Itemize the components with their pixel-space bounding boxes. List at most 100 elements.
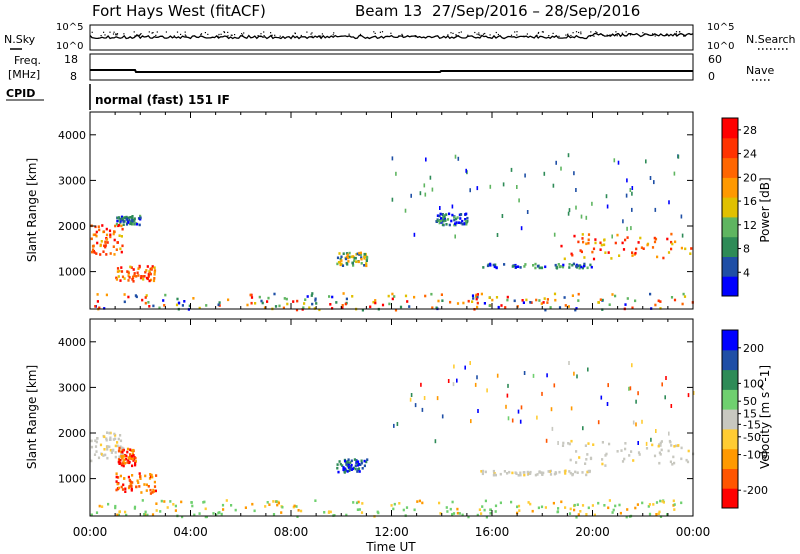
echo-cell bbox=[263, 306, 267, 309]
echo-cell bbox=[585, 215, 588, 220]
echo-cell bbox=[102, 230, 106, 233]
echo-cell bbox=[660, 440, 663, 443]
echo-cell bbox=[687, 393, 690, 398]
colorbar-tick-label: 200 bbox=[743, 342, 764, 355]
echo-cell bbox=[532, 373, 535, 378]
echo-cell bbox=[114, 506, 117, 510]
echo-cell bbox=[90, 439, 93, 443]
echo-cell bbox=[295, 308, 299, 312]
echo-cell bbox=[143, 483, 146, 486]
echo-cell bbox=[336, 463, 339, 466]
time-tick-label: 00:00 bbox=[676, 525, 711, 539]
echo-cell bbox=[96, 437, 99, 440]
echo-cell bbox=[576, 503, 579, 506]
echo-cell bbox=[153, 480, 156, 484]
echo-cell bbox=[350, 463, 353, 467]
echo-cell bbox=[570, 439, 573, 443]
beam-label: Beam 13 bbox=[355, 2, 422, 20]
echo-cell bbox=[114, 437, 117, 441]
noise-search-dot bbox=[526, 33, 528, 35]
echo-cell bbox=[687, 449, 690, 453]
echo-cell bbox=[361, 502, 364, 505]
echo-cell bbox=[531, 509, 534, 513]
noise-search-dot bbox=[482, 33, 485, 35]
echo-cell bbox=[587, 233, 591, 236]
echo-cell bbox=[114, 224, 117, 228]
echo-cell bbox=[357, 463, 361, 466]
echo-cell bbox=[572, 262, 575, 266]
noise-search-dot bbox=[455, 35, 457, 37]
echo-cell bbox=[567, 305, 570, 308]
echo-cell bbox=[347, 466, 350, 469]
echo-cell bbox=[94, 225, 97, 229]
noise-left-tick-top: 10^5 bbox=[56, 22, 83, 33]
colorbar-tick-label: 100 bbox=[743, 377, 764, 390]
echo-cell bbox=[358, 251, 361, 255]
echo-cell bbox=[172, 503, 175, 506]
echo-cell bbox=[467, 515, 470, 519]
noise-search-dot bbox=[218, 33, 220, 36]
echo-cell bbox=[148, 477, 152, 480]
echo-cell bbox=[614, 294, 617, 298]
echo-cell bbox=[120, 224, 123, 228]
echo-cell bbox=[657, 299, 660, 303]
echo-cell bbox=[145, 276, 149, 280]
cpid-text: normal (fast) 151 IF bbox=[95, 93, 230, 107]
echo-cell bbox=[297, 509, 300, 512]
echo-cell bbox=[351, 261, 354, 265]
echo-cell bbox=[340, 255, 343, 259]
echo-cell bbox=[674, 444, 678, 448]
noise-search-dot bbox=[675, 31, 678, 33]
echo-cell bbox=[581, 504, 585, 507]
echo-cell bbox=[348, 251, 351, 255]
echo-cell bbox=[103, 448, 106, 451]
echo-cell bbox=[496, 233, 499, 237]
echo-cell bbox=[264, 505, 267, 508]
echo-cell bbox=[564, 506, 567, 509]
echo-cell bbox=[592, 443, 595, 446]
echo-cell bbox=[523, 265, 526, 268]
noise-search-dot bbox=[223, 31, 226, 34]
echo-cell bbox=[128, 478, 131, 482]
echo-cell bbox=[273, 292, 276, 296]
echo-cell bbox=[603, 238, 606, 242]
echo-cell bbox=[396, 422, 399, 426]
echo-cell bbox=[353, 256, 356, 260]
echo-cell bbox=[581, 233, 584, 236]
range-tick-label: 2000 bbox=[58, 220, 86, 233]
echo-cell bbox=[567, 442, 570, 445]
echo-cell bbox=[575, 307, 578, 310]
echo-cell bbox=[128, 276, 131, 279]
echo-cell bbox=[340, 259, 343, 262]
echo-cell bbox=[166, 506, 169, 509]
noise-search-dot bbox=[536, 34, 538, 36]
echo-cell bbox=[634, 251, 637, 255]
echo-cell bbox=[476, 295, 479, 299]
echo-cell bbox=[115, 472, 118, 475]
echo-cell bbox=[376, 510, 379, 514]
echo-cell bbox=[680, 501, 683, 505]
echo-cell bbox=[105, 238, 109, 241]
noise-search-dot bbox=[538, 31, 540, 34]
echo-cell bbox=[583, 264, 586, 268]
echo-cell bbox=[114, 455, 117, 459]
echo-cell bbox=[328, 510, 331, 513]
echo-cell bbox=[390, 504, 393, 507]
echo-cell bbox=[139, 276, 143, 280]
echo-cell bbox=[443, 217, 446, 221]
echo-cell bbox=[112, 438, 115, 441]
echo-cell bbox=[646, 243, 649, 247]
echo-cell bbox=[620, 449, 623, 452]
power-ylabel: Slant Range [km] bbox=[25, 158, 39, 262]
echo-cell bbox=[345, 261, 348, 265]
echo-cell bbox=[573, 503, 576, 507]
echo-cell bbox=[109, 252, 112, 255]
echo-cell bbox=[443, 214, 446, 217]
echo-cell bbox=[217, 303, 220, 307]
echo-cell bbox=[591, 201, 593, 206]
echo-cell bbox=[591, 250, 594, 254]
echo-cell bbox=[127, 271, 130, 275]
echo-cell bbox=[658, 443, 661, 446]
echo-cell bbox=[599, 241, 602, 245]
echo-cell bbox=[511, 471, 514, 475]
